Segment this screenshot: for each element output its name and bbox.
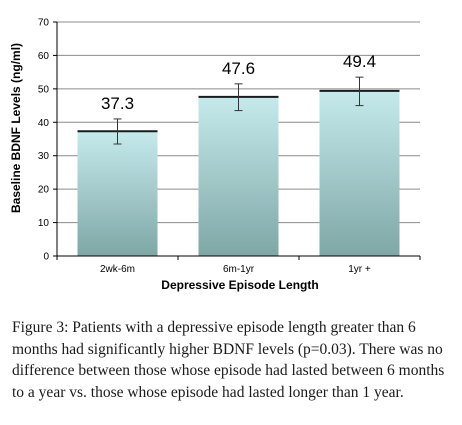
error-bar	[234, 83, 243, 112]
data-label: 49.4	[343, 52, 376, 71]
error-bar	[113, 118, 122, 145]
x-tick-label: 2wk-6m	[100, 264, 135, 275]
y-tick-label: 40	[38, 118, 50, 129]
bar-6m-1yr	[198, 96, 279, 256]
caption-text: Patients with a depressive episode lengt…	[12, 319, 445, 401]
data-label: 37.3	[101, 94, 134, 113]
bar-chart: 0 10 20 30 40 50 60 70 37.3 47.6 49.4 2wk-6m 6m-1y…	[9, 18, 421, 292]
data-labels: 37.3 47.6 49.4	[101, 52, 376, 113]
bars	[77, 89, 400, 256]
x-tick-labels: 2wk-6m 6m-1yr 1yr +	[56, 256, 421, 275]
bar-1yr +	[319, 90, 400, 256]
y-tick-label: 70	[38, 18, 50, 29]
y-tick-label: 30	[38, 151, 50, 162]
bar-2wk-6m	[77, 131, 158, 256]
y-tick-label: 60	[38, 51, 50, 62]
x-tick-label: 1yr +	[348, 264, 371, 275]
x-axis-title: Depressive Episode Length	[161, 278, 318, 292]
y-tick-label: 0	[43, 252, 49, 263]
error-bar	[355, 76, 364, 107]
y-tick-label: 10	[38, 218, 50, 229]
caption-label: Figure 3:	[12, 319, 69, 336]
y-tick-label: 20	[38, 185, 50, 196]
y-tick-labels: 0 10 20 30 40 50 60 70	[38, 18, 50, 263]
y-axis-title: Baseline BDNF Levels (ng/ml)	[9, 43, 23, 213]
error-bars	[113, 76, 364, 145]
data-label: 47.6	[222, 59, 255, 78]
x-tick-label: 6m-1yr	[223, 264, 255, 275]
figure-caption: Figure 3: Patients with a depressive epi…	[12, 317, 454, 403]
y-tick-label: 50	[38, 84, 50, 95]
